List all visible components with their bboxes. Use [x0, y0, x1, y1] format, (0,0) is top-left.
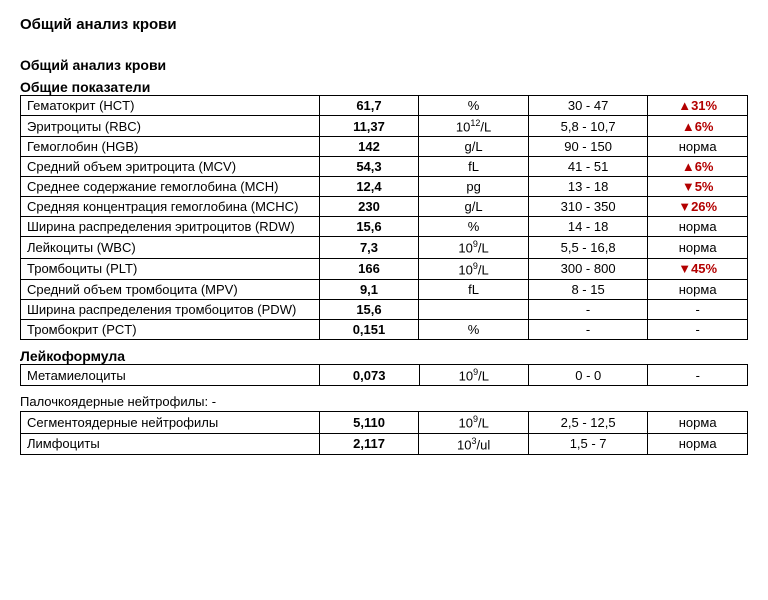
- cell-name: Среднее содержание гемоглобина (MCH): [21, 177, 320, 197]
- table-row: Ширина распределения тромбоцитов (PDW)15…: [21, 299, 748, 319]
- table-row: Эритроциты (RBC)11,371012/L5,8 - 10,7▲6%: [21, 116, 748, 137]
- cell-status: ▼5%: [648, 177, 748, 197]
- cell-value: 11,37: [319, 116, 419, 137]
- cell-status: ▼45%: [648, 258, 748, 279]
- cell-unit: 109/L: [419, 364, 529, 385]
- table-row: Тромбоциты (PLT)166109/L300 - 800▼45%: [21, 258, 748, 279]
- cell-unit: [419, 299, 529, 319]
- cell-name: Средняя концентрация гемоглобина (MCHC): [21, 197, 320, 217]
- cell-unit: fL: [419, 279, 529, 299]
- cell-status: норма: [648, 217, 748, 237]
- cell-unit: g/L: [419, 137, 529, 157]
- cell-value: 142: [319, 137, 419, 157]
- cell-value: 12,4: [319, 177, 419, 197]
- cell-range: 30 - 47: [528, 96, 647, 116]
- cell-range: 90 - 150: [528, 137, 647, 157]
- cell-value: 9,1: [319, 279, 419, 299]
- table-row: Средняя концентрация гемоглобина (MCHC)2…: [21, 197, 748, 217]
- cell-value: 54,3: [319, 157, 419, 177]
- section-header-2: Лейкоформула: [20, 348, 748, 364]
- cell-value: 166: [319, 258, 419, 279]
- cell-status: -: [648, 319, 748, 339]
- table-leuko: Метамиелоциты0,073109/L0 - 0-: [20, 364, 748, 386]
- cell-unit: %: [419, 96, 529, 116]
- section-header-1b: Общие показатели: [20, 79, 748, 95]
- cell-status: ▼26%: [648, 197, 748, 217]
- cell-status: норма: [648, 412, 748, 433]
- cell-status: ▲31%: [648, 96, 748, 116]
- cell-unit: fL: [419, 157, 529, 177]
- table-row: Гемоглобин (HGB)142g/L90 - 150норма: [21, 137, 748, 157]
- table-row: Лимфоциты2,117103/ul1,5 - 7норма: [21, 433, 748, 454]
- cell-name: Тромбоциты (PLT): [21, 258, 320, 279]
- cell-status: норма: [648, 237, 748, 258]
- cell-unit: 109/L: [419, 258, 529, 279]
- cell-name: Гемоглобин (HGB): [21, 137, 320, 157]
- cell-value: 0,151: [319, 319, 419, 339]
- cell-range: 300 - 800: [528, 258, 647, 279]
- cell-range: 14 - 18: [528, 217, 647, 237]
- cell-unit: 109/L: [419, 412, 529, 433]
- cell-value: 2,117: [319, 433, 419, 454]
- cell-unit: g/L: [419, 197, 529, 217]
- cell-name: Тромбокрит (PCT): [21, 319, 320, 339]
- cell-name: Лимфоциты: [21, 433, 320, 454]
- cell-status: -: [648, 299, 748, 319]
- cell-range: 1,5 - 7: [528, 433, 647, 454]
- cell-range: 0 - 0: [529, 364, 648, 385]
- cell-status: ▲6%: [648, 157, 748, 177]
- cell-range: 41 - 51: [528, 157, 647, 177]
- table-neutro: Сегментоядерные нейтрофилы5,110109/L2,5 …: [20, 411, 748, 455]
- cell-range: 8 - 15: [528, 279, 647, 299]
- cell-unit: 103/ul: [419, 433, 529, 454]
- cell-name: Лейкоциты (WBC): [21, 237, 320, 258]
- cell-value: 7,3: [319, 237, 419, 258]
- cell-range: 2,5 - 12,5: [528, 412, 647, 433]
- cell-value: 61,7: [319, 96, 419, 116]
- cell-name: Средний объем эритроцита (MCV): [21, 157, 320, 177]
- cell-unit: pg: [419, 177, 529, 197]
- cell-name: Сегментоядерные нейтрофилы: [21, 412, 320, 433]
- page-title: Общий анализ крови: [20, 16, 748, 33]
- table-row: Гематокрит (HCT)61,7%30 - 47▲31%: [21, 96, 748, 116]
- table-row: Сегментоядерные нейтрофилы5,110109/L2,5 …: [21, 412, 748, 433]
- note-line: Палочкоядерные нейтрофилы: -: [20, 394, 748, 409]
- cell-status: норма: [648, 279, 748, 299]
- cell-status: норма: [648, 137, 748, 157]
- table-row: Тромбокрит (PCT)0,151%--: [21, 319, 748, 339]
- cell-name: Средний объем тромбоцита (MPV): [21, 279, 320, 299]
- cell-name: Ширина распределения тромбоцитов (PDW): [21, 299, 320, 319]
- cell-name: Гематокрит (HCT): [21, 96, 320, 116]
- cell-value: 15,6: [319, 217, 419, 237]
- cell-unit: 1012/L: [419, 116, 529, 137]
- cell-range: -: [528, 319, 647, 339]
- table-row: Метамиелоциты0,073109/L0 - 0-: [21, 364, 748, 385]
- cell-value: 5,110: [319, 412, 419, 433]
- cell-status: -: [648, 364, 748, 385]
- cell-range: 5,8 - 10,7: [528, 116, 647, 137]
- cell-range: 5,5 - 16,8: [528, 237, 647, 258]
- cell-range: 310 - 350: [528, 197, 647, 217]
- cell-value: 15,6: [319, 299, 419, 319]
- cell-range: -: [528, 299, 647, 319]
- cell-name: Эритроциты (RBC): [21, 116, 320, 137]
- table-row: Лейкоциты (WBC)7,3109/L5,5 - 16,8норма: [21, 237, 748, 258]
- cell-range: 13 - 18: [528, 177, 647, 197]
- table-row: Среднее содержание гемоглобина (MCH)12,4…: [21, 177, 748, 197]
- cell-unit: 109/L: [419, 237, 529, 258]
- table-row: Средний объем тромбоцита (MPV)9,1fL8 - 1…: [21, 279, 748, 299]
- cell-status: норма: [648, 433, 748, 454]
- table-row: Ширина распределения эритроцитов (RDW)15…: [21, 217, 748, 237]
- cell-name: Метамиелоциты: [21, 364, 320, 385]
- table-row: Средний объем эритроцита (MCV)54,3fL41 -…: [21, 157, 748, 177]
- cell-value: 0,073: [319, 364, 419, 385]
- cell-unit: %: [419, 319, 529, 339]
- cell-value: 230: [319, 197, 419, 217]
- cell-unit: %: [419, 217, 529, 237]
- cell-status: ▲6%: [648, 116, 748, 137]
- table-general: Гематокрит (HCT)61,7%30 - 47▲31%Эритроци…: [20, 95, 748, 340]
- section-header-1a: Общий анализ крови: [20, 57, 748, 73]
- cell-name: Ширина распределения эритроцитов (RDW): [21, 217, 320, 237]
